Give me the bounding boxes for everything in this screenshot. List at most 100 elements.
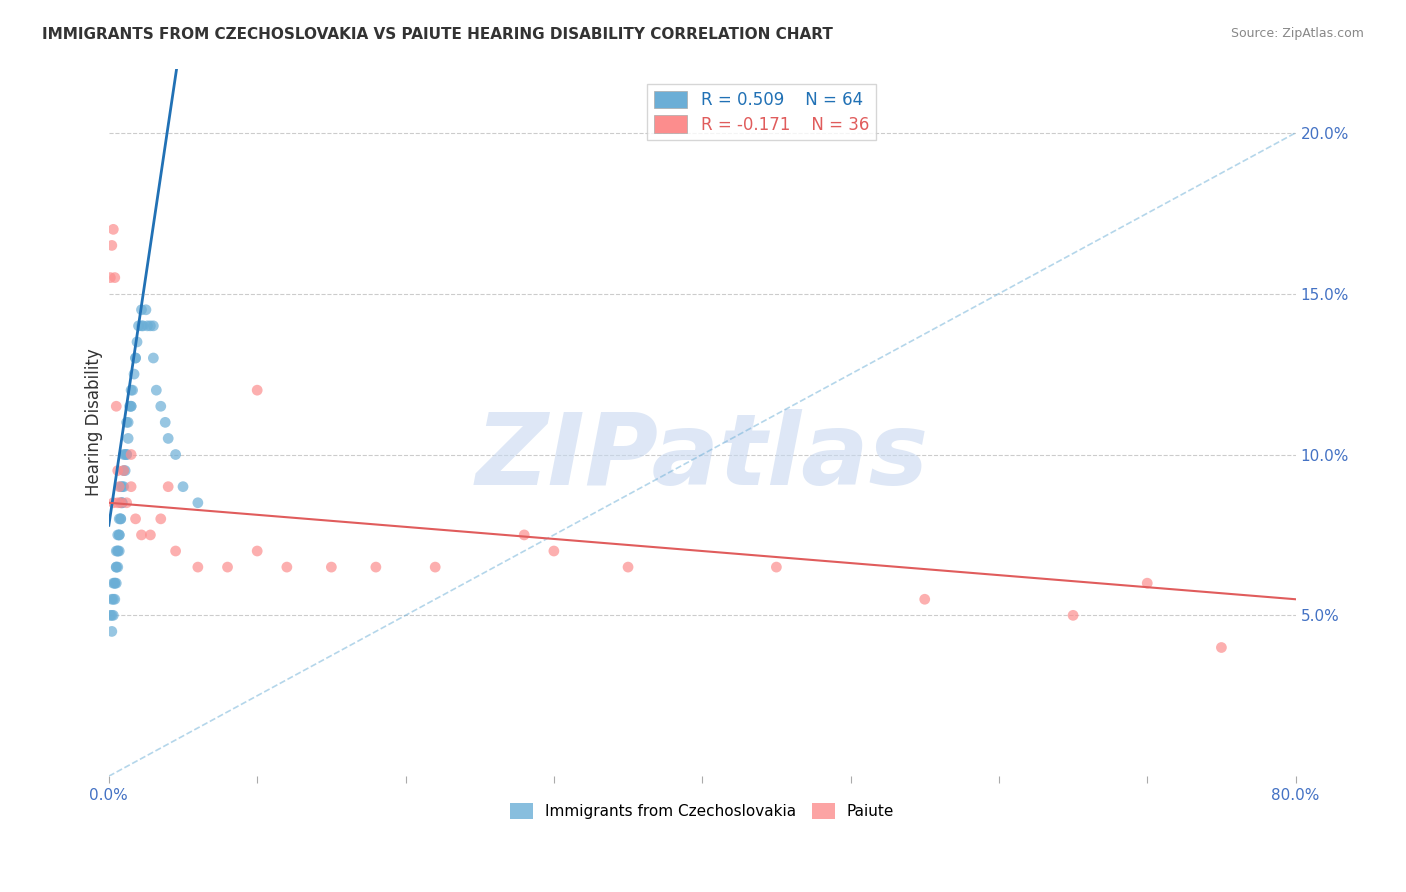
Point — [187, 560, 209, 574]
Point — [105, 399, 128, 413]
Point — [914, 592, 936, 607]
Point — [108, 528, 131, 542]
Point — [117, 432, 139, 446]
Point — [172, 480, 194, 494]
Point — [115, 448, 138, 462]
Point — [120, 448, 142, 462]
Point — [118, 399, 141, 413]
Point — [101, 592, 124, 607]
Point — [217, 560, 239, 574]
Point — [110, 480, 132, 494]
Point — [425, 560, 447, 574]
Point — [108, 544, 131, 558]
Text: IMMIGRANTS FROM CZECHOSLOVAKIA VS PAIUTE HEARING DISABILITY CORRELATION CHART: IMMIGRANTS FROM CZECHOSLOVAKIA VS PAIUTE… — [42, 27, 832, 42]
Point — [105, 544, 128, 558]
Point — [131, 528, 153, 542]
Point — [103, 496, 125, 510]
Point — [1136, 576, 1159, 591]
Point — [112, 480, 135, 494]
Point — [617, 560, 640, 574]
Point — [110, 496, 132, 510]
Point — [131, 302, 153, 317]
Point — [104, 576, 127, 591]
Point — [103, 222, 125, 236]
Point — [107, 464, 129, 478]
Point — [165, 448, 187, 462]
Point — [105, 560, 128, 574]
Point — [111, 496, 134, 510]
Point — [139, 528, 162, 542]
Point — [135, 302, 157, 317]
Point — [165, 544, 187, 558]
Point — [187, 496, 209, 510]
Point — [110, 512, 132, 526]
Point — [110, 512, 132, 526]
Point — [513, 528, 536, 542]
Point — [111, 496, 134, 510]
Point — [124, 512, 146, 526]
Point — [120, 399, 142, 413]
Point — [321, 560, 343, 574]
Point — [121, 383, 143, 397]
Point — [132, 318, 155, 333]
Point — [98, 270, 121, 285]
Text: ZIPatlas: ZIPatlas — [475, 409, 929, 507]
Point — [364, 560, 387, 574]
Point — [125, 334, 148, 349]
Point — [120, 383, 142, 397]
Point — [115, 448, 138, 462]
Point — [157, 480, 180, 494]
Point — [107, 528, 129, 542]
Point — [114, 464, 136, 478]
Point — [145, 383, 167, 397]
Point — [107, 544, 129, 558]
Point — [115, 415, 138, 429]
Point — [103, 576, 125, 591]
Point — [128, 318, 150, 333]
Point — [124, 351, 146, 365]
Point — [111, 480, 134, 494]
Point — [117, 415, 139, 429]
Point — [765, 560, 787, 574]
Point — [101, 608, 124, 623]
Point — [107, 560, 129, 574]
Point — [105, 576, 128, 591]
Point — [101, 238, 124, 252]
Point — [136, 318, 159, 333]
Point — [131, 318, 153, 333]
Point — [104, 270, 127, 285]
Point — [120, 480, 142, 494]
Legend: Immigrants from Czechoslovakia, Paiute: Immigrants from Czechoslovakia, Paiute — [505, 797, 900, 825]
Point — [107, 496, 129, 510]
Point — [108, 480, 131, 494]
Text: Source: ZipAtlas.com: Source: ZipAtlas.com — [1230, 27, 1364, 40]
Point — [107, 544, 129, 558]
Point — [149, 399, 172, 413]
Point — [112, 464, 135, 478]
Point — [108, 528, 131, 542]
Point — [139, 318, 162, 333]
Point — [1211, 640, 1233, 655]
Point — [246, 544, 269, 558]
Point — [142, 351, 165, 365]
Point — [112, 448, 135, 462]
Point — [108, 512, 131, 526]
Point — [543, 544, 565, 558]
Point — [157, 432, 180, 446]
Point — [103, 592, 125, 607]
Y-axis label: Hearing Disability: Hearing Disability — [86, 349, 103, 496]
Point — [124, 351, 146, 365]
Point — [155, 415, 177, 429]
Point — [276, 560, 298, 574]
Point — [98, 608, 121, 623]
Point — [101, 624, 124, 639]
Point — [104, 592, 127, 607]
Point — [1062, 608, 1084, 623]
Point — [122, 367, 145, 381]
Point — [114, 448, 136, 462]
Point — [112, 464, 135, 478]
Point — [103, 608, 125, 623]
Point — [104, 576, 127, 591]
Point — [110, 496, 132, 510]
Point — [246, 383, 269, 397]
